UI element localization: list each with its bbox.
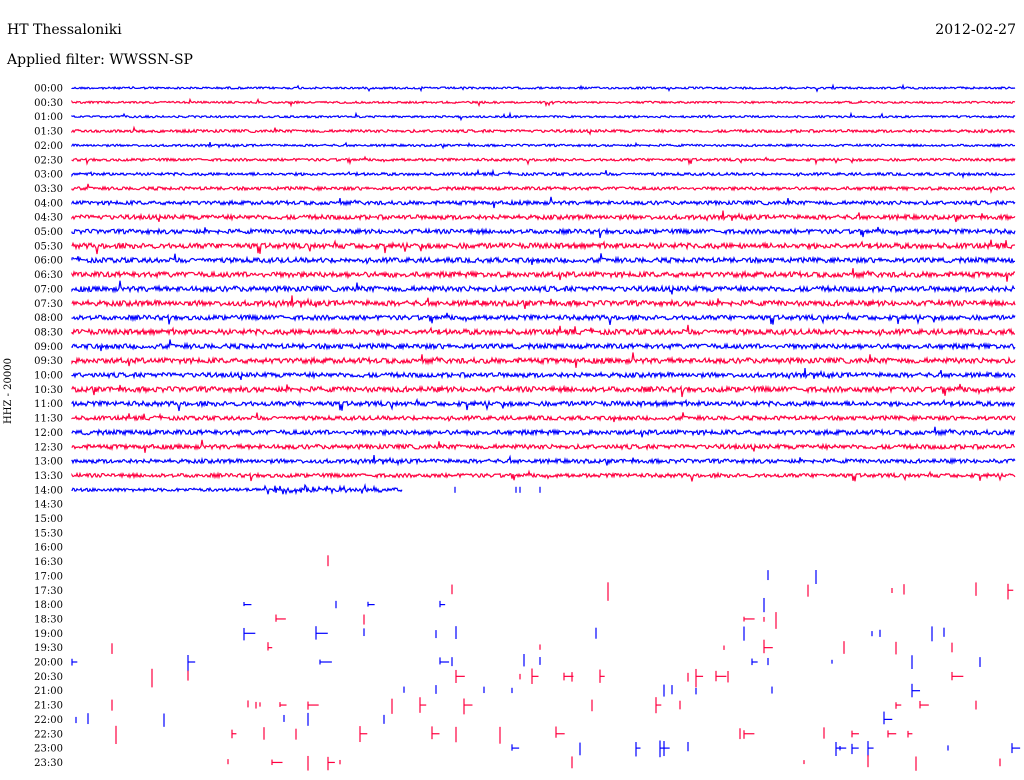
time-tick-label: 12:00 [34, 428, 63, 439]
trace-line [71, 454, 1016, 467]
trace-line [71, 253, 1016, 266]
time-tick-label: 03:00 [34, 170, 63, 181]
time-tick-label: 17:00 [34, 571, 63, 582]
trace-line [71, 196, 1016, 209]
time-tick-label: 10:00 [34, 371, 63, 382]
trace-line [71, 141, 1016, 150]
trace-line [71, 111, 1016, 122]
time-tick-label: 06:30 [34, 270, 63, 281]
trace-line [71, 469, 1016, 482]
trace-line [71, 324, 1016, 338]
time-tick-label: 05:00 [34, 227, 63, 238]
time-tick-label: 09:00 [34, 342, 63, 353]
time-tick-label: 22:00 [34, 715, 63, 726]
trace-line [71, 226, 1016, 239]
trace-line [71, 412, 1016, 423]
trace-line [71, 83, 1016, 93]
trace-line [71, 97, 1016, 108]
time-tick-label: 07:30 [34, 299, 63, 310]
time-tick-label: 12:30 [34, 442, 63, 453]
trace-line [71, 439, 1016, 453]
time-tick-label: 15:00 [34, 514, 63, 525]
trace-line [71, 339, 1016, 352]
time-tick-label: 01:30 [34, 127, 63, 138]
time-tick-label: 18:00 [34, 600, 63, 611]
trace-line [71, 397, 1016, 412]
time-tick-label: 19:00 [34, 629, 63, 640]
trace-line [71, 311, 1016, 326]
time-tick-label: 09:30 [34, 356, 63, 367]
time-tick-label: 16:00 [34, 543, 63, 554]
trace-line [71, 168, 1016, 179]
trace-line [71, 268, 1016, 282]
trace-line [71, 239, 1016, 255]
time-tick-label: 07:00 [34, 284, 63, 295]
trace-line [71, 368, 1016, 381]
time-tick-label: 14:00 [34, 485, 63, 496]
time-tick-label: 18:30 [34, 614, 63, 625]
trace-line [71, 125, 1016, 136]
trace-line [71, 183, 1016, 194]
time-tick-label: 10:30 [34, 385, 63, 396]
time-tick-label: 15:30 [34, 528, 63, 539]
time-tick-label: 06:00 [34, 256, 63, 267]
time-tick-label: 00:30 [34, 98, 63, 109]
time-tick-label: 00:00 [34, 84, 63, 95]
time-tick-label: 11:30 [34, 414, 63, 425]
time-tick-label: 23:00 [34, 744, 63, 755]
time-tick-label: 16:30 [34, 557, 63, 568]
trace-line [71, 295, 1016, 310]
time-tick-label: 14:30 [34, 500, 63, 511]
trace-line [71, 352, 1016, 368]
time-tick-label: 01:00 [34, 112, 63, 123]
time-tick-label: 08:00 [34, 313, 63, 324]
time-tick-label: 13:30 [34, 471, 63, 482]
trace-line [71, 210, 1016, 223]
time-tick-label: 08:30 [34, 327, 63, 338]
time-tick-label: 22:30 [34, 729, 63, 740]
trace-line [71, 426, 1016, 438]
time-tick-label: 20:00 [34, 658, 63, 669]
filter-label: Applied filter: WWSSN-SP [7, 52, 193, 68]
time-tick-label: 13:00 [34, 457, 63, 468]
time-tick-label: 03:30 [34, 184, 63, 195]
time-tick-label: 04:30 [34, 213, 63, 224]
time-tick-label: 02:30 [34, 155, 63, 166]
time-tick-label: 11:00 [34, 399, 63, 410]
time-tick-label: 21:30 [34, 701, 63, 712]
time-tick-label: 17:30 [34, 586, 63, 597]
time-tick-label: 04:00 [34, 198, 63, 209]
time-tick-label: 21:00 [34, 686, 63, 697]
trace-line [71, 155, 1016, 166]
station-title: HT Thessaloniki [7, 22, 122, 38]
time-tick-label: 20:30 [34, 672, 63, 683]
trace-line [71, 280, 1016, 295]
date-label: 2012-02-27 [935, 22, 1016, 38]
time-tick-label: 05:30 [34, 241, 63, 252]
time-tick-label: 19:30 [34, 643, 63, 654]
time-tick-label: 23:30 [34, 758, 63, 769]
trace-line [71, 383, 1016, 398]
time-tick-label: 02:00 [34, 141, 63, 152]
trace-line [71, 482, 403, 496]
